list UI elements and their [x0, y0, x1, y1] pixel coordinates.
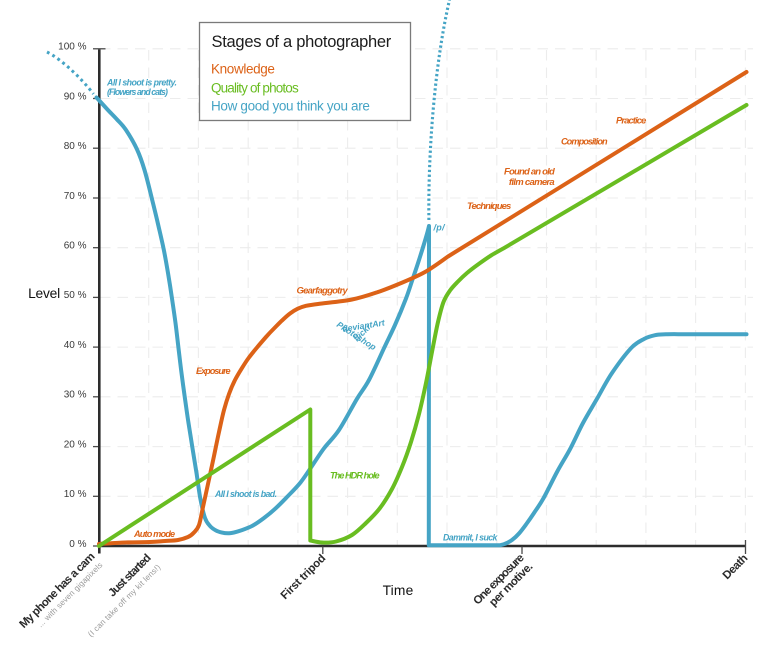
svg-text:70 %: 70 %	[64, 191, 87, 202]
svg-text:Time: Time	[383, 583, 414, 598]
svg-text:Techniques: Techniques	[467, 201, 511, 212]
svg-text:Knowledge: Knowledge	[211, 62, 275, 77]
svg-text:30 %: 30 %	[64, 390, 87, 401]
svg-text:The HDR hole: The HDR hole	[330, 471, 379, 481]
svg-text:Found an old: Found an old	[504, 167, 555, 178]
svg-text:100 %: 100 %	[58, 42, 86, 53]
svg-text:Exposure: Exposure	[196, 366, 230, 376]
svg-text:80 %: 80 %	[64, 141, 87, 152]
svg-text:Stages of a photographer: Stages of a photographer	[212, 33, 392, 51]
svg-text:All I shoot is pretty.: All I shoot is pretty.	[106, 78, 177, 88]
svg-text:10 %: 10 %	[64, 489, 87, 500]
svg-text:All I shoot is bad.: All I shoot is bad.	[214, 489, 277, 499]
svg-text:(Flowers and cats): (Flowers and cats)	[107, 87, 168, 97]
svg-text:40 %: 40 %	[64, 340, 87, 351]
svg-text:film camera: film camera	[509, 177, 555, 188]
svg-text:Quality of photos: Quality of photos	[211, 81, 299, 96]
svg-text:Practice: Practice	[616, 116, 647, 127]
svg-text:How good you think you are: How good you think you are	[211, 99, 370, 114]
svg-text:60 %: 60 %	[64, 241, 87, 252]
svg-text:0 %: 0 %	[69, 539, 86, 550]
svg-text:/p/: /p/	[433, 223, 446, 233]
svg-text:Auto mode: Auto mode	[133, 529, 175, 539]
svg-text:50 %: 50 %	[64, 290, 87, 301]
svg-text:20 %: 20 %	[64, 439, 87, 450]
svg-text:Dammit, I suck: Dammit, I suck	[443, 533, 499, 543]
svg-text:90 %: 90 %	[64, 91, 87, 102]
svg-text:Level: Level	[28, 286, 60, 301]
svg-text:Composition: Composition	[561, 136, 608, 146]
svg-text:Gearfaggotry: Gearfaggotry	[297, 286, 349, 297]
